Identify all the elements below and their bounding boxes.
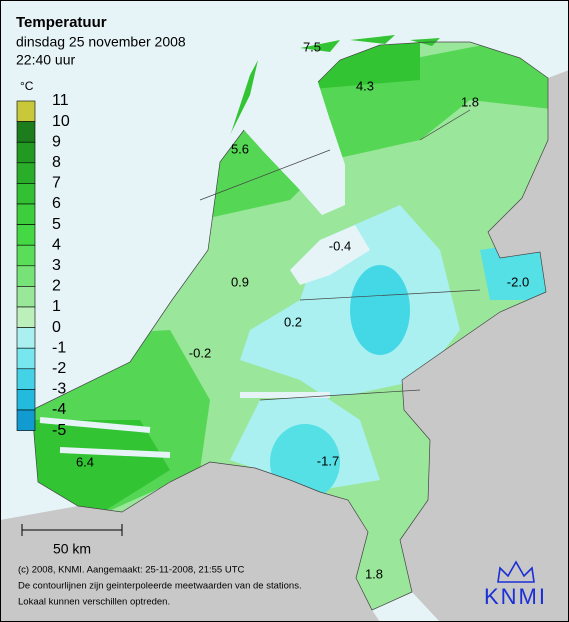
station-value: 1.8 <box>461 94 479 109</box>
footer-line: Lokaal kunnen verschillen optreden. <box>18 597 170 608</box>
legend-label: 8 <box>52 154 61 171</box>
header: Temperatuur dinsdag 25 november 2008 22:… <box>16 14 186 68</box>
legend-swatch <box>16 368 36 390</box>
station-value: 6.4 <box>76 454 94 469</box>
station-value: 5.6 <box>231 141 249 156</box>
legend-label: 7 <box>52 175 61 192</box>
legend-label: -3 <box>52 381 66 398</box>
footer-line: (c) 2008, KNMI. Aangemaakt: 25-11-2008, … <box>18 565 244 576</box>
station-labels: 7.5 4.3 1.8 5.6 -0.4 -2.0 0.9 0.2 -0.2 -1.7 6.4 1.8 <box>76 39 529 581</box>
germany <box>400 70 569 622</box>
legend-swatch <box>16 162 36 184</box>
station-value: -1.7 <box>317 453 339 468</box>
legend-label: 5 <box>52 216 61 233</box>
zone-east <box>480 240 548 300</box>
legend-swatch <box>16 121 36 143</box>
logo-text: KNMI <box>484 584 547 609</box>
legend-label: -5 <box>52 422 66 439</box>
station-value: 4.3 <box>356 78 374 93</box>
station-value: 0.9 <box>231 274 249 289</box>
legend-swatch <box>16 244 36 267</box>
zone-centre <box>350 265 410 355</box>
legend-label: 4 <box>52 236 61 253</box>
legend-label: 11 <box>52 92 69 109</box>
legend-label: 10 <box>52 113 70 130</box>
title: Temperatuur <box>16 14 107 31</box>
wadden-islands <box>300 35 440 52</box>
texel <box>230 60 258 135</box>
province-borders <box>199 109 481 401</box>
legend-label: 6 <box>52 195 61 212</box>
legend-label: 2 <box>52 278 61 295</box>
legend-swatch <box>16 224 36 246</box>
legend-swatch <box>16 409 36 431</box>
footer: (c) 2008, KNMI. Aangemaakt: 25-11-2008, … <box>18 565 302 608</box>
station-value: -2.0 <box>507 274 529 289</box>
legend-swatch <box>16 306 36 328</box>
ijsselmeer <box>262 115 345 215</box>
footer-line: De contourlijnen zijn geinterpoleerde me… <box>18 581 302 592</box>
legend-swatch <box>16 183 36 205</box>
belgium <box>0 462 380 622</box>
legend-swatch <box>16 389 36 411</box>
legend-label: -2 <box>52 360 66 377</box>
estuaries <box>39 392 330 458</box>
markermeer <box>290 225 370 285</box>
legend-label: 0 <box>52 319 61 336</box>
legend-label: 9 <box>52 133 61 150</box>
legend-label: -4 <box>52 401 66 418</box>
legend-swatch <box>16 347 36 370</box>
legend-unit: °C <box>20 79 34 93</box>
legend-swatch <box>16 203 36 225</box>
station-value: 1.8 <box>365 566 383 581</box>
legend-label: 3 <box>52 257 61 274</box>
scale-label: 50 km <box>53 541 91 557</box>
logo-crown <box>497 560 535 583</box>
date: dinsdag 25 november 2008 <box>16 34 186 50</box>
legend-swatch <box>16 327 36 349</box>
legend-swatch <box>16 286 36 308</box>
legend-swatch <box>16 265 36 287</box>
station-value: -0.2 <box>189 345 211 360</box>
legend-swatch <box>16 141 36 164</box>
logo: KNMI <box>484 560 547 609</box>
station-value: 7.5 <box>303 39 321 54</box>
zone-0--1 <box>230 205 460 490</box>
legend-label: -1 <box>52 339 66 356</box>
time: 22:40 uur <box>16 52 75 68</box>
station-value: 0.2 <box>284 314 302 329</box>
country-border <box>31 41 549 611</box>
station-value: -0.4 <box>329 238 351 253</box>
legend-swatch <box>16 100 36 122</box>
legend-label: 1 <box>52 298 61 315</box>
